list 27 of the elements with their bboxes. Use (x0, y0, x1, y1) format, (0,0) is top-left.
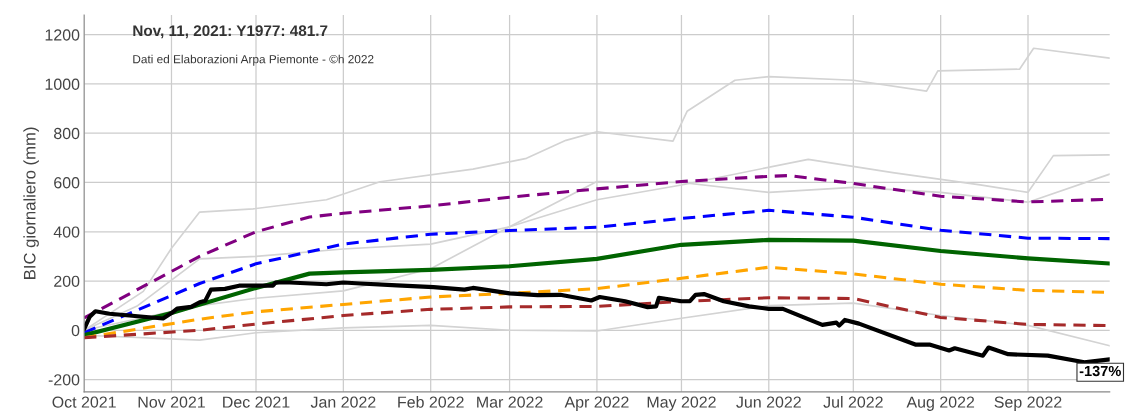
y-tick-label: 0 (71, 324, 80, 337)
x-tick-label: Jun 2022 (736, 396, 801, 408)
x-tick-label: Jan 2022 (310, 396, 376, 408)
y-tick-label: 1200 (45, 29, 80, 41)
annotation: Nov, 11, 2021: Y1977: 481.7 (133, 25, 328, 39)
y-tick-label: 400 (53, 226, 80, 238)
y-tick-label: 1000 (45, 78, 80, 90)
line-series (84, 237, 1110, 338)
y-tick-label: 600 (54, 177, 80, 189)
x-tick-label: Feb 2022 (398, 396, 464, 408)
x-tick-label: Nov 2021 (138, 396, 205, 408)
line-series (84, 208, 1110, 335)
x-tick-label: May 2022 (647, 396, 716, 411)
x-tick-label: Dec 2021 (223, 396, 290, 408)
y-tick-label: 800 (54, 127, 80, 140)
x-tick-label: Mar 2022 (477, 396, 543, 408)
x-tick-label: Apr 2022 (564, 396, 629, 411)
x-tick-label: Sep 2022 (994, 396, 1062, 411)
y-axis-title: BIC giornaliero (mm) (23, 127, 39, 279)
x-tick-label: Oct 2021 (52, 396, 116, 408)
x-tick-label: Aug 2022 (906, 396, 975, 411)
x-tick-label: Jul 2022 (823, 396, 883, 408)
line-series (84, 280, 1110, 365)
y-tick-label: 200 (54, 275, 80, 287)
annotation: Dati ed Elaborazioni Arpa Piemonte - ©h 2022 (133, 54, 374, 66)
annotation: -137% (1079, 365, 1121, 377)
y-tick-label: -200 (48, 374, 80, 386)
